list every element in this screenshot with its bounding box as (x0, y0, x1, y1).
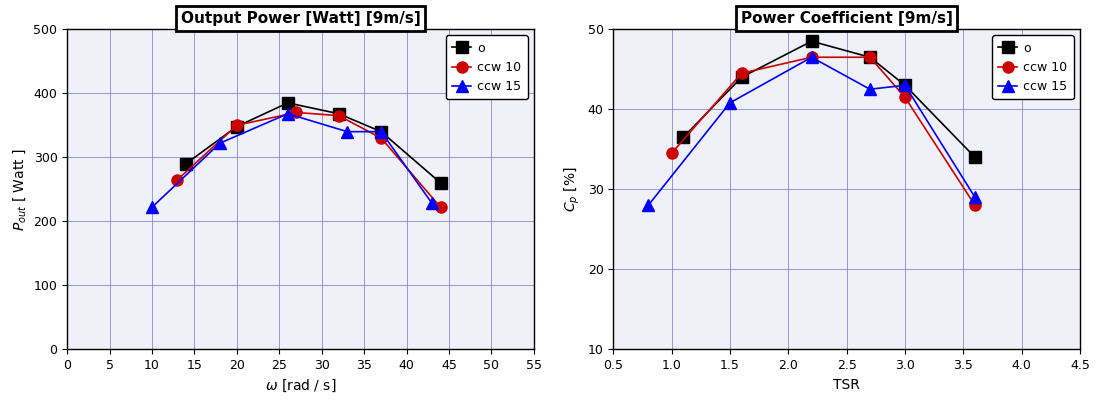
o (969, 155, 982, 160)
ccw 10 (805, 55, 818, 60)
o (281, 100, 294, 105)
o (333, 111, 346, 116)
Line: ccw 15: ccw 15 (643, 52, 981, 211)
Y-axis label: $C_p$ [%]: $C_p$ [%] (563, 166, 582, 212)
o (434, 181, 447, 185)
ccw 10 (434, 205, 447, 210)
o (230, 124, 243, 129)
ccw 15 (340, 129, 353, 134)
ccw 15 (214, 141, 227, 146)
ccw 10 (969, 203, 982, 208)
Line: ccw 10: ccw 10 (666, 52, 981, 211)
ccw 15 (374, 129, 388, 134)
Line: o: o (678, 36, 981, 163)
ccw 15 (863, 87, 876, 92)
ccw 10 (735, 71, 749, 76)
o (374, 129, 388, 134)
ccw 10 (230, 123, 243, 128)
o (179, 161, 193, 166)
ccw 15 (969, 195, 982, 200)
o (735, 75, 749, 80)
ccw 15 (642, 203, 655, 208)
Line: ccw 10: ccw 10 (172, 107, 446, 213)
ccw 10 (333, 113, 346, 118)
Line: ccw 15: ccw 15 (146, 108, 437, 213)
ccw 10 (863, 55, 876, 60)
ccw 10 (898, 95, 912, 100)
ccw 15 (898, 83, 912, 87)
Text: Power Coefficient [9m/s]: Power Coefficient [9m/s] (741, 11, 952, 26)
ccw 10 (171, 177, 184, 182)
Line: o: o (181, 97, 446, 188)
o (863, 55, 876, 60)
o (805, 39, 818, 44)
ccw 10 (665, 151, 678, 156)
X-axis label: $\omega$ [rad / s]: $\omega$ [rad / s] (264, 377, 336, 394)
o (677, 135, 690, 140)
o (898, 83, 912, 87)
Text: Output Power [Watt] [9m/s]: Output Power [Watt] [9m/s] (181, 11, 421, 26)
ccw 15 (145, 205, 159, 210)
Legend: o, ccw 10, ccw 15: o, ccw 10, ccw 15 (446, 36, 527, 100)
ccw 15 (723, 100, 737, 105)
ccw 15 (805, 55, 818, 60)
ccw 10 (374, 136, 388, 141)
ccw 15 (281, 111, 294, 116)
Y-axis label: $P_{out}$ [ Watt ]: $P_{out}$ [ Watt ] (11, 148, 28, 230)
X-axis label: TSR: TSR (833, 377, 860, 392)
Legend: o, ccw 10, ccw 15: o, ccw 10, ccw 15 (992, 36, 1073, 100)
ccw 15 (425, 201, 438, 206)
ccw 10 (290, 110, 303, 115)
